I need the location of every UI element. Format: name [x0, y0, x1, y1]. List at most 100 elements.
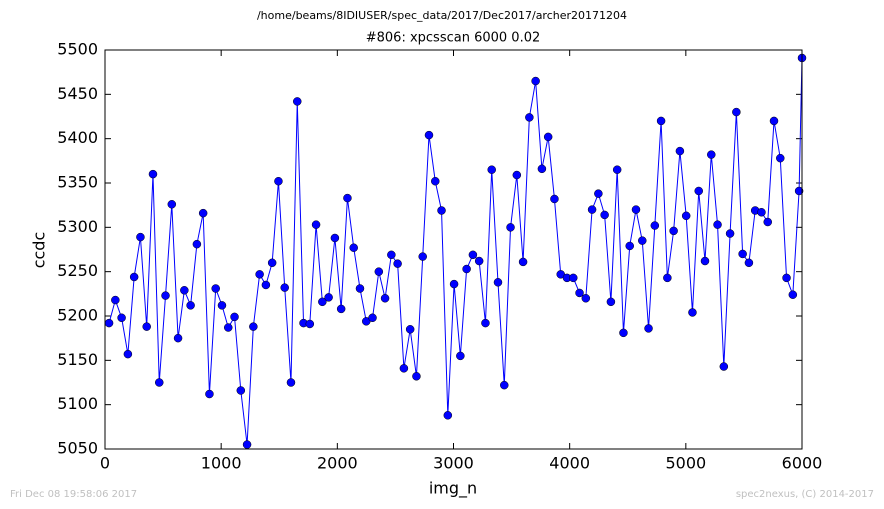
marker: [324, 293, 333, 302]
marker: [493, 278, 503, 287]
y-tick-label: 5500: [57, 40, 98, 59]
marker: [249, 322, 258, 331]
marker: [700, 256, 710, 266]
marker: [148, 169, 158, 179]
marker: [117, 313, 126, 323]
marker: [431, 176, 440, 186]
y-tick-label: 5350: [57, 173, 98, 192]
marker: [581, 294, 591, 303]
x-tick-label: 0: [100, 454, 110, 473]
y-tick-label: 5150: [57, 350, 98, 369]
marker: [105, 318, 114, 328]
marker: [349, 243, 358, 252]
marker: [638, 236, 647, 245]
marker: [732, 107, 741, 117]
marker: [481, 318, 490, 328]
marker: [719, 362, 729, 371]
marker: [186, 301, 195, 310]
marker: [305, 319, 315, 329]
marker: [198, 208, 208, 218]
marker: [412, 372, 421, 381]
marker: [757, 208, 766, 217]
marker: [136, 232, 145, 242]
marker: [399, 364, 409, 373]
marker: [129, 272, 139, 282]
marker: [531, 76, 540, 86]
marker: [500, 380, 509, 390]
marker: [192, 239, 202, 249]
marker: [688, 308, 697, 317]
marker: [336, 304, 346, 314]
marker: [663, 273, 672, 283]
marker: [217, 301, 227, 310]
marker: [443, 411, 453, 420]
marker: [355, 284, 365, 293]
marker: [694, 186, 703, 196]
footer-right: spec2nexus, (C) 2014-2017: [736, 489, 874, 500]
marker: [418, 252, 427, 261]
y-tick-label: 5200: [57, 306, 98, 325]
y-tick-label: 5250: [57, 261, 98, 280]
marker: [600, 210, 609, 220]
marker: [644, 324, 653, 333]
x-axis-label: img_n: [429, 479, 477, 499]
marker: [311, 220, 321, 229]
marker: [612, 165, 622, 174]
marker: [318, 297, 327, 307]
marker: [606, 297, 616, 307]
x-tick-label: 5000: [665, 454, 706, 473]
marker: [293, 97, 302, 106]
marker: [725, 229, 735, 238]
marker: [650, 221, 660, 230]
x-tick-label: 6000: [782, 454, 823, 473]
marker: [374, 267, 384, 276]
y-tick-label: 5400: [57, 128, 98, 147]
marker: [267, 258, 277, 268]
y-tick-label: 5450: [57, 84, 98, 103]
marker: [550, 194, 559, 204]
x-tick-label: 4000: [549, 454, 590, 473]
marker: [380, 294, 390, 303]
marker: [173, 333, 183, 343]
marker: [211, 284, 220, 293]
marker: [343, 193, 352, 203]
chart-title: #806: xpcsscan 6000 0.02: [366, 31, 541, 46]
marker: [161, 291, 170, 300]
marker: [236, 386, 246, 395]
marker: [393, 259, 402, 268]
marker: [286, 378, 296, 387]
marker: [631, 205, 641, 214]
marker: [769, 116, 779, 126]
x-tick-label: 1000: [201, 454, 242, 473]
marker: [468, 250, 478, 260]
marker: [763, 217, 772, 227]
footer-left: Fri Dec 08 19:58:06 2017: [10, 489, 137, 500]
marker: [569, 273, 578, 283]
marker: [230, 312, 239, 322]
marker: [274, 176, 283, 186]
marker: [456, 351, 465, 361]
series-line: [108, 57, 803, 445]
marker: [713, 220, 722, 229]
marker: [167, 200, 177, 209]
suptitle: /home/beams/8IDIUSER/spec_data/2017/Dec2…: [257, 9, 627, 22]
marker: [123, 349, 133, 359]
marker: [794, 186, 804, 196]
marker: [681, 211, 691, 221]
marker: [462, 264, 471, 274]
marker: [669, 226, 678, 236]
marker: [261, 280, 271, 290]
marker: [154, 378, 164, 387]
plot-frame: [104, 49, 803, 450]
x-tick-label: 3000: [433, 454, 474, 473]
marker: [205, 389, 214, 399]
marker: [625, 241, 634, 251]
marker: [330, 233, 340, 243]
x-tick-label: 2000: [317, 454, 358, 473]
marker: [280, 283, 289, 292]
marker: [575, 288, 584, 298]
marker: [675, 146, 685, 156]
marker: [744, 258, 754, 268]
marker: [180, 286, 189, 295]
marker: [437, 206, 446, 215]
